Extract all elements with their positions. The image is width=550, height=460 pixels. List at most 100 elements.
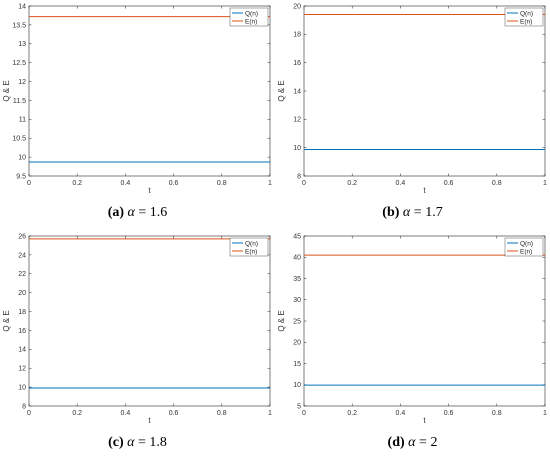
x-axis-label: t	[423, 416, 426, 425]
caption-a: (a) α = 1.6	[0, 205, 275, 221]
x-tick-label: 0	[302, 180, 306, 187]
y-axis-label: Q & E	[2, 80, 11, 101]
chart-d: 5 10 15 20 25 30 35 40 45 0 0.2 0.4 0.6 0.8 1 t Q & E Q(n…	[277, 233, 547, 425]
x-tick-label: 0	[27, 180, 31, 187]
plot-area	[303, 235, 546, 407]
y-tick-label: 20	[293, 340, 301, 347]
y-tick-label: 10	[293, 145, 301, 152]
caption-letter: (d)	[387, 435, 405, 450]
legend-entry: Q(n)	[245, 240, 258, 247]
y-tick-label: 20	[18, 290, 26, 297]
chart-b: 8 10 12 14 16 18 20 0 0.2 0.4 0.6 0.8 1 t Q & E Q(n)E(n…	[277, 3, 547, 195]
y-tick-label: 11.5	[13, 98, 26, 105]
caption-relation: =	[138, 205, 147, 220]
caption-relation: =	[413, 205, 422, 220]
legend-entry: Q(n)	[245, 10, 258, 17]
y-tick-label: 35	[293, 276, 301, 283]
x-tick-label: 0.4	[396, 410, 406, 417]
chart-panel-d: 5 10 15 20 25 30 35 40 45 0 0.2 0.4 0.6 0.8 1 t Q & E Q(n…	[275, 230, 550, 460]
x-tick-label: 0.6	[444, 180, 454, 187]
x-tick-label: 0	[302, 410, 306, 417]
x-tick-label: 0.4	[396, 180, 406, 187]
x-tick-label: 0	[27, 410, 31, 417]
y-tick-label: 12.5	[12, 60, 26, 67]
chart-panel-a: 9.5 10 10.5 11 11.5 12 12.5 13 13.5 14 0 0.2 0.4 0.6 0…	[0, 0, 275, 230]
x-tick-label: 1	[543, 180, 547, 187]
y-tick-label: 10	[18, 155, 26, 162]
x-axis-label: t	[148, 416, 151, 425]
y-axis-label: Q & E	[277, 80, 286, 101]
y-tick-label: 18	[18, 309, 26, 316]
x-tick-label: 0.8	[217, 410, 227, 417]
y-tick-label: 10.5	[12, 136, 26, 143]
chart-c: 8 10 12 14 16 18 20 22 24 26 0 0.2 0.4 0.6 0.8 1 t Q & E Q…	[2, 233, 272, 425]
y-tick-label: 14	[18, 3, 26, 10]
y-tick-label: 12	[18, 366, 26, 373]
legend-entry: Q(n)	[520, 240, 533, 247]
y-axis-label: Q & E	[277, 310, 286, 331]
caption-symbol: α	[127, 205, 135, 220]
caption-b: (b) α = 1.7	[275, 205, 550, 221]
y-tick-label: 16	[293, 60, 301, 67]
x-axis-label: t	[148, 186, 151, 195]
y-tick-label: 14	[18, 347, 26, 354]
x-tick-label: 0.6	[169, 410, 179, 417]
x-tick-label: 0.2	[347, 180, 357, 187]
caption-symbol: α	[402, 205, 411, 220]
y-tick-label: 45	[293, 233, 301, 240]
x-tick-label: 0.2	[347, 410, 357, 417]
y-tick-label: 22	[18, 271, 26, 278]
y-tick-label: 9.5	[16, 173, 26, 180]
y-tick-label: 8	[297, 173, 301, 180]
legend-entry: E(n)	[245, 248, 257, 255]
caption-value: 1.6	[149, 205, 168, 220]
plot-area	[28, 5, 271, 177]
y-tick-label: 12	[18, 79, 26, 86]
legend-entry: E(n)	[520, 18, 532, 25]
caption-letter: (b)	[382, 205, 400, 220]
chart-panel-c: 8 10 12 14 16 18 20 22 24 26 0 0.2 0.4 0.6 0.8 1 t Q & E Q…	[0, 230, 275, 460]
y-tick-label: 11	[19, 117, 26, 124]
caption-value: 2	[430, 435, 438, 450]
caption-letter: (a)	[107, 205, 125, 220]
x-tick-label: 0.6	[169, 180, 179, 187]
x-tick-label: 0.8	[217, 180, 227, 187]
x-tick-label: 1	[268, 410, 272, 417]
y-tick-label: 14	[293, 88, 301, 95]
chart-panel-b: 8 10 12 14 16 18 20 0 0.2 0.4 0.6 0.8 1 t Q & E Q(n) E(n…	[275, 0, 550, 230]
y-tick-label: 15	[293, 361, 301, 368]
legend-entry: Q(n)	[520, 10, 533, 17]
x-tick-label: 0.8	[492, 410, 502, 417]
y-tick-label: 18	[293, 32, 301, 39]
plot-area	[303, 5, 546, 177]
caption-symbol: α	[408, 435, 416, 450]
caption-value: 1.8	[149, 435, 167, 450]
x-tick-label: 0.8	[492, 180, 502, 187]
x-axis-label: t	[423, 186, 426, 195]
x-tick-label: 0.6	[444, 410, 454, 417]
legend-entry: E(n)	[520, 248, 532, 255]
y-tick-label: 16	[18, 328, 26, 335]
x-tick-label: 0.2	[72, 410, 82, 417]
caption-relation: =	[138, 435, 146, 450]
x-tick-label: 1	[268, 180, 272, 187]
x-tick-label: 0.2	[72, 180, 82, 187]
y-tick-label: 13	[18, 41, 26, 48]
caption-symbol: α	[127, 435, 135, 450]
y-tick-label: 25	[293, 318, 301, 325]
y-axis-label: Q & E	[2, 310, 11, 331]
plot-area	[28, 235, 271, 407]
y-tick-label: 20	[293, 3, 301, 10]
x-tick-label: 0.4	[121, 180, 131, 187]
y-tick-label: 30	[293, 297, 301, 304]
y-tick-label: 8	[22, 403, 26, 410]
caption-d: (d) α = 2	[275, 435, 550, 451]
y-tick-label: 24	[18, 252, 26, 259]
caption-c: (c) α = 1.8	[0, 435, 275, 451]
y-tick-label: 10	[293, 382, 301, 389]
y-tick-label: 5	[297, 403, 301, 410]
caption-value: 1.7	[425, 205, 443, 220]
caption-relation: =	[419, 435, 427, 450]
legend-entry: E(n)	[245, 18, 257, 25]
x-tick-label: 0.4	[121, 410, 131, 417]
